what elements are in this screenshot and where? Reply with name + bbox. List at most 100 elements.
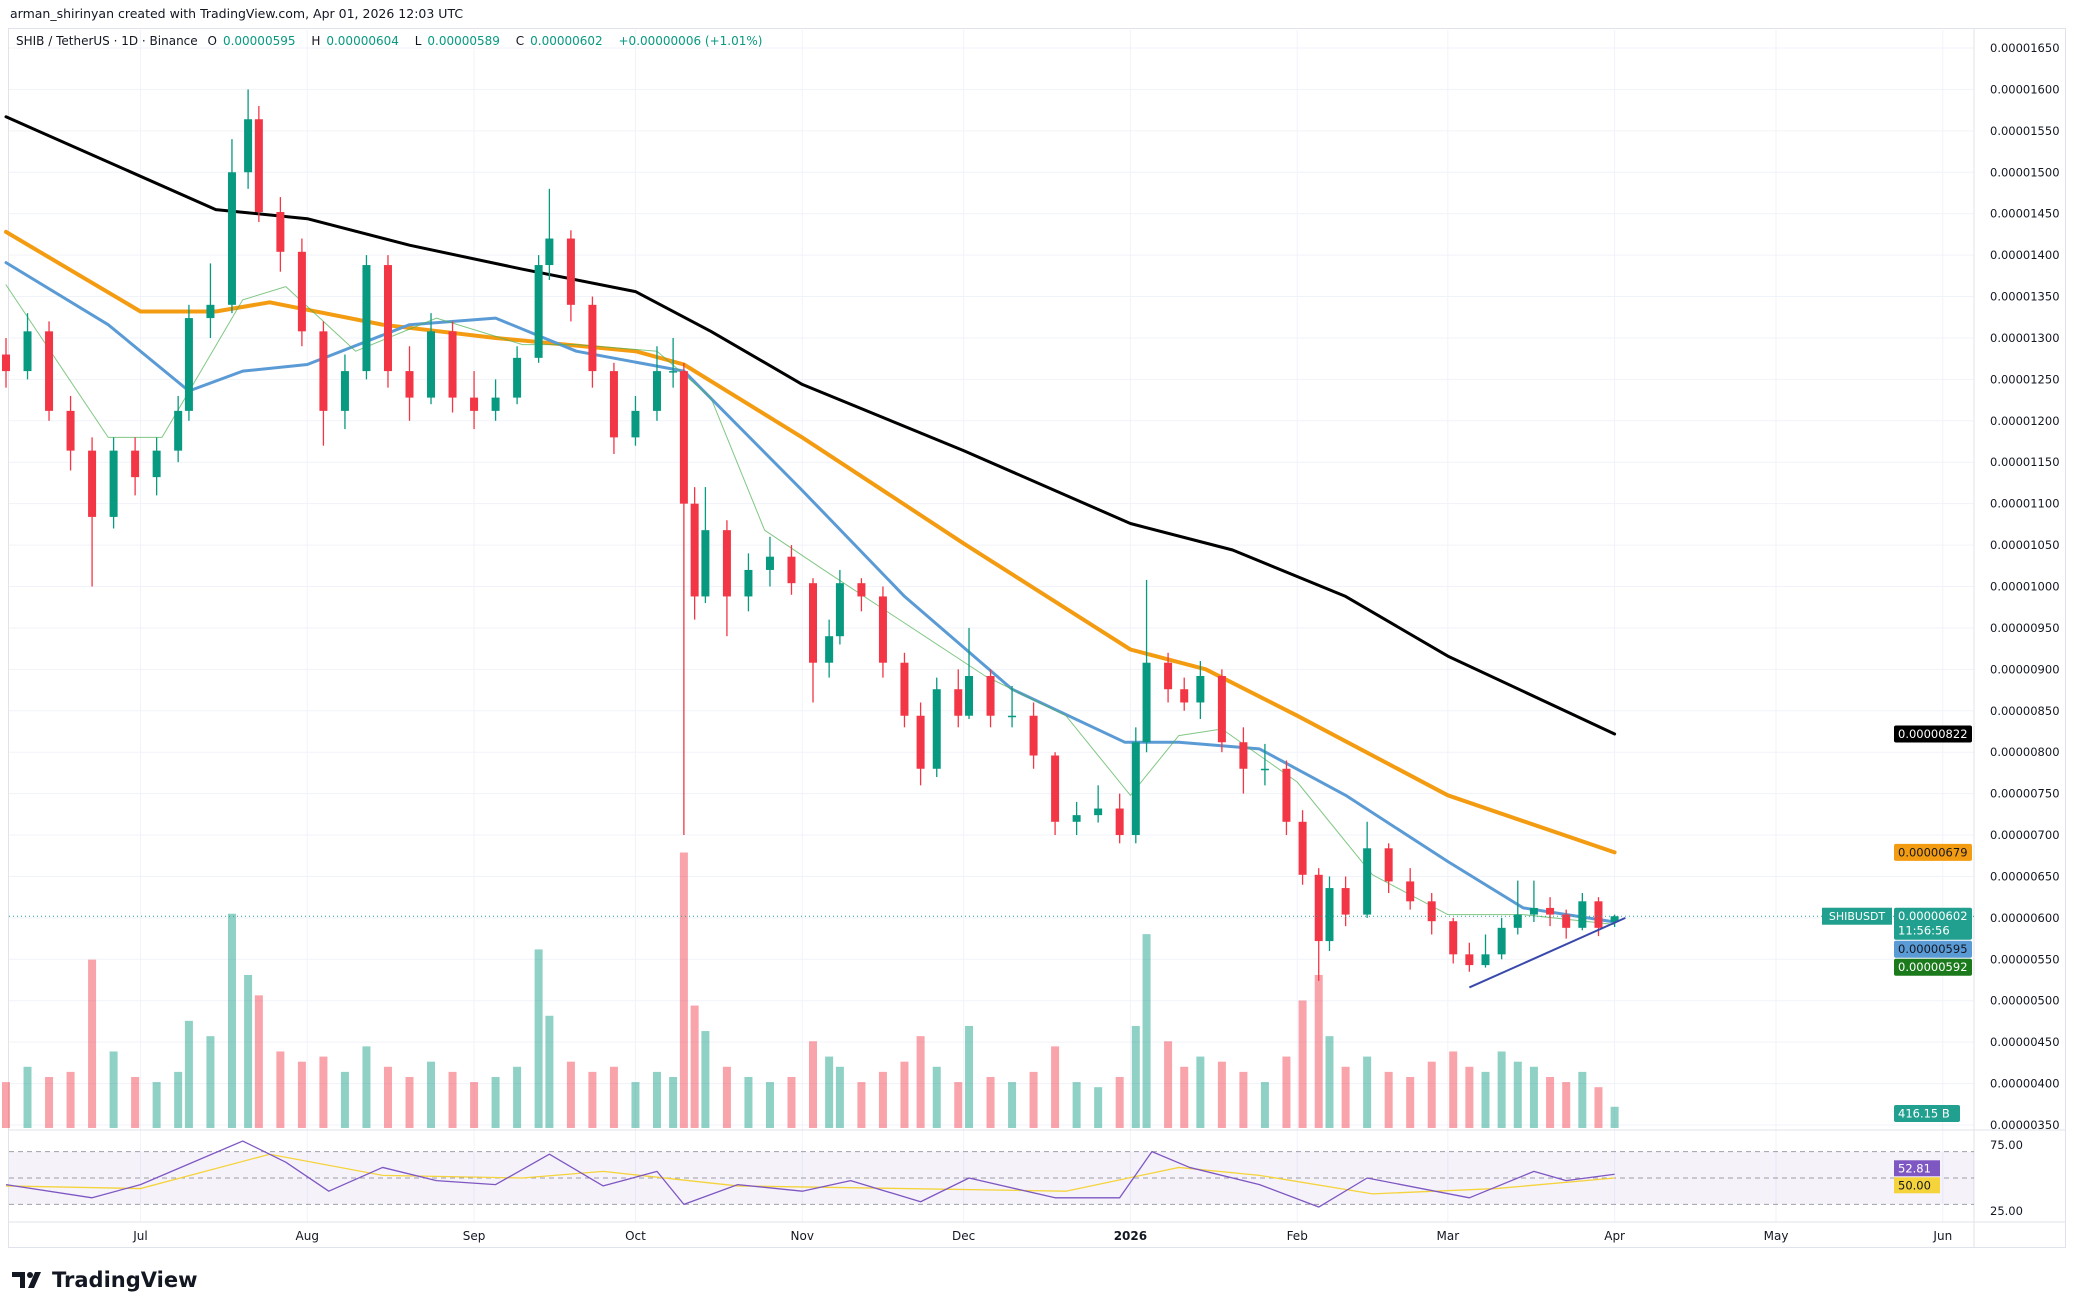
volume-bar (835, 1066, 844, 1128)
price-tick-label: 0.00000650 (1990, 869, 2060, 883)
volume-bar (1094, 1087, 1103, 1128)
volume-bar (1610, 1106, 1619, 1128)
candle-body (652, 371, 661, 411)
price-tick-label: 0.00000350 (1990, 1118, 2060, 1132)
volume-bar (744, 1076, 753, 1128)
price-tick-label: 0.00001350 (1990, 290, 2060, 304)
symbol-title[interactable]: SHIB / TetherUS · 1D · Binance (16, 34, 198, 48)
volume-bar (362, 1046, 371, 1128)
tradingview-logo-text: TradingView (52, 1268, 198, 1292)
volume-bar (1239, 1071, 1248, 1128)
open-number: 0.00000595 (222, 34, 296, 48)
volume-bar (1427, 1061, 1436, 1128)
candle-body (566, 238, 575, 305)
candle-body (1465, 954, 1474, 966)
volume-bar (588, 1071, 597, 1128)
volume-bar (66, 1071, 75, 1128)
volume-bar (383, 1066, 392, 1128)
candle-body (954, 689, 963, 716)
change-value: +0.00000006 (+1.01%) (618, 34, 763, 48)
volume-bar (491, 1076, 500, 1128)
symbol-tag-label: SHIBUSDT (1829, 910, 1886, 923)
candle-body (986, 675, 995, 716)
volume-bar (131, 1076, 140, 1128)
candle-body (1363, 848, 1372, 915)
volume-bar (470, 1082, 479, 1128)
candle-body (244, 119, 253, 173)
volume-bar (825, 1056, 834, 1128)
candle-body (1578, 901, 1587, 928)
ma200-line (4, 115, 1617, 736)
volume-bar (809, 1041, 817, 1128)
price-tick-label: 0.00001500 (1990, 165, 2060, 179)
high-number: 0.00000604 (326, 34, 399, 48)
volume-bar (88, 959, 97, 1128)
price-tick-label: 0.00001550 (1990, 124, 2060, 138)
candle-body (825, 636, 834, 663)
rsi-tick-label: 25.00 (1990, 1204, 2023, 1218)
time-tick-label: Mar (1437, 1229, 1460, 1243)
time-tick-label: Nov (791, 1229, 814, 1243)
candle-body (491, 397, 500, 411)
candle-body (1072, 815, 1081, 822)
candle-body (2, 354, 10, 372)
price-tick-label: 0.00001400 (1990, 248, 2060, 262)
price-tick-label: 0.00001150 (1990, 455, 2060, 469)
candle-body (152, 450, 161, 478)
volume-bar (1481, 1071, 1490, 1128)
candle-body (631, 410, 640, 438)
volume-bar (1513, 1061, 1522, 1128)
volume-bar (340, 1071, 349, 1128)
rsi-value-text: 52.81 (1898, 1161, 1931, 1175)
volume-bar (722, 1066, 731, 1128)
rsi-line (5, 1140, 1615, 1208)
candle-body (1029, 715, 1038, 756)
candle-body (1115, 808, 1124, 836)
time-tick-label: Feb (1287, 1229, 1308, 1243)
volume-bar (1449, 1051, 1458, 1128)
tradingview-logo-icon (12, 1272, 41, 1288)
volume-bar (1465, 1066, 1474, 1128)
open-value: O 0.00000595 (208, 34, 302, 48)
time-tick-label: Oct (625, 1229, 646, 1243)
price-tick-label: 0.00001250 (1990, 372, 2060, 386)
price-badge-value: 0.00000602 (1898, 909, 1968, 923)
volume-bar (679, 852, 688, 1128)
volume-bar (669, 1076, 678, 1128)
open-label: O (207, 34, 217, 48)
volume-bar (878, 1071, 887, 1128)
candle-body (787, 556, 796, 584)
volume-bar (690, 1005, 699, 1128)
volume-bar (545, 1015, 554, 1128)
volume-bar (534, 949, 543, 1128)
candle-body (174, 410, 183, 451)
volume-bar (184, 1020, 193, 1128)
price-tick-label: 0.00000750 (1990, 787, 2060, 801)
candle-body (932, 689, 941, 769)
volume-bar (1406, 1076, 1415, 1128)
volume-bar (1072, 1082, 1081, 1128)
volume-bar (765, 1082, 774, 1128)
candle-body (184, 318, 193, 411)
candle-body (470, 397, 479, 411)
price-tick-label: 0.00000500 (1990, 994, 2060, 1008)
candle-body (701, 530, 710, 597)
volume-bar (1325, 1036, 1334, 1128)
rsi-ma-badge (1894, 1177, 1940, 1194)
close-label: C (515, 34, 525, 48)
candle-body (690, 503, 699, 597)
volume-bar (1594, 1087, 1603, 1128)
volume-bar (152, 1082, 161, 1128)
price-tick-label: 0.00001300 (1990, 331, 2060, 345)
candle-body (722, 530, 731, 597)
candle-body (1449, 921, 1458, 955)
volume-bar (1142, 934, 1151, 1128)
volume-bar (1115, 1076, 1124, 1128)
volume-bar (513, 1066, 522, 1128)
volume-bar (1131, 1025, 1140, 1128)
symbol-tag (1822, 907, 1892, 925)
ascending-trendline[interactable] (1468, 916, 1626, 989)
candle-body (340, 371, 349, 411)
tradingview-logo[interactable]: TradingView (12, 1268, 197, 1292)
